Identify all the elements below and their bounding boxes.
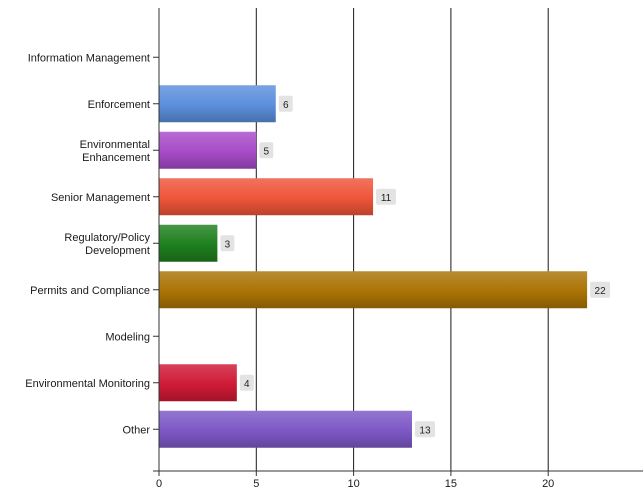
x-tick-label: 15 (445, 478, 457, 489)
bar (159, 131, 257, 169)
x-tick-label: 0 (156, 478, 162, 489)
data-label-box (220, 235, 235, 252)
category-label: Permits and Compliance (30, 285, 150, 297)
grid-lines (255, 8, 549, 471)
category-label: Other (122, 424, 150, 436)
bar (159, 364, 237, 402)
data-label-box (239, 374, 254, 391)
bar (159, 85, 276, 123)
data-label: 13 (419, 425, 431, 436)
bars (159, 85, 588, 448)
labels: 051015202Information ManagementEnforceme… (25, 52, 643, 489)
x-tick-label: 20 (542, 478, 554, 489)
data-label-box (259, 142, 274, 159)
category-label: Information Management (28, 52, 150, 64)
x-tick-label: 5 (253, 478, 259, 489)
data-label: 5 (264, 146, 270, 157)
data-label: 4 (244, 379, 250, 390)
data-label: 6 (283, 100, 289, 111)
axes (153, 8, 643, 476)
data-label: 22 (595, 286, 607, 297)
category-label: Modeling (105, 331, 150, 343)
category-label: Enforcement (88, 99, 150, 111)
bar (159, 178, 374, 216)
category-label: Environmental Monitoring (25, 378, 150, 390)
data-label-box (376, 188, 397, 205)
data-label-box (414, 421, 435, 438)
bar (159, 271, 588, 309)
bar (159, 224, 218, 262)
category-label: Senior Management (51, 192, 150, 204)
category-label: Environmental Enhancement (80, 139, 150, 164)
data-label-box (590, 281, 611, 298)
x-tick-label: 10 (347, 478, 359, 489)
data-label: 11 (381, 193, 392, 204)
bar (159, 410, 412, 448)
category-label: Regulatory/Policy Development (64, 232, 150, 257)
data-label: 3 (225, 239, 231, 250)
data-label-box (278, 95, 293, 112)
